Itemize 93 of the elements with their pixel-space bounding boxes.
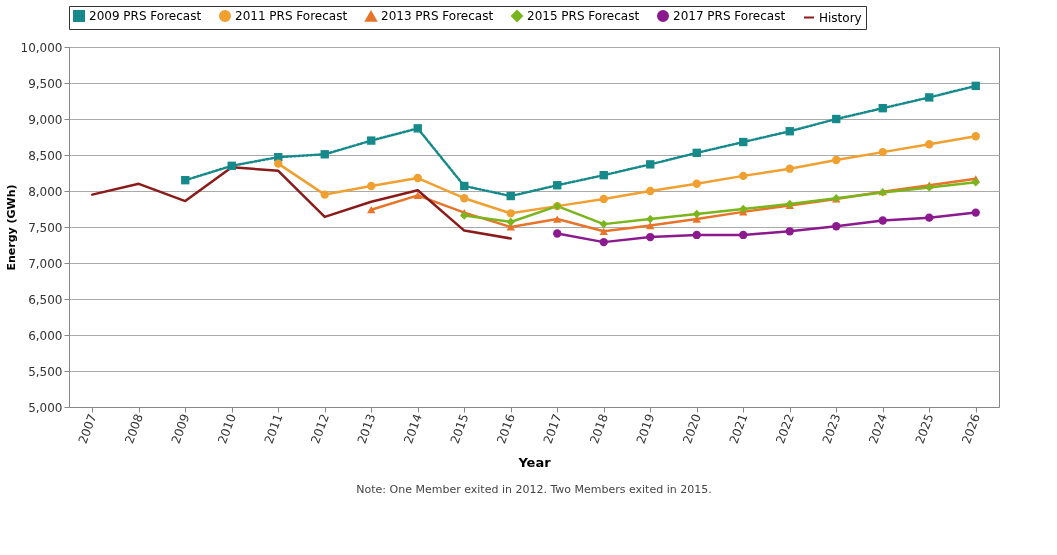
point	[460, 181, 469, 191]
point	[971, 81, 980, 91]
point	[506, 217, 515, 227]
y-axis-title: Energy (GWh)	[4, 184, 18, 271]
point	[692, 148, 701, 158]
point	[413, 173, 422, 183]
y-tick-label: 8,500	[28, 148, 63, 163]
point	[413, 191, 422, 199]
point	[739, 137, 748, 147]
point	[599, 170, 608, 180]
x-tick-label: 2021	[726, 412, 751, 446]
y-tick-label: 7,000	[28, 256, 63, 271]
y-tick-label: 7,500	[28, 220, 63, 235]
point	[460, 194, 469, 203]
point	[971, 208, 980, 217]
x-tick-label: 2022	[773, 412, 797, 446]
x-tick-label: 2026	[959, 412, 983, 446]
x-tick-label: 2020	[680, 412, 704, 446]
point	[832, 114, 841, 124]
point	[925, 213, 934, 222]
x-tick-label: 2010	[215, 412, 239, 446]
point	[320, 150, 329, 159]
y-tick-label: 5,000	[28, 400, 63, 415]
x-tick-label: 2015	[447, 412, 472, 446]
x-tick-label: 2017	[540, 412, 565, 446]
point	[785, 127, 794, 136]
point	[692, 209, 701, 219]
x-tick-label: 2011	[261, 412, 286, 446]
point	[925, 140, 934, 149]
y-tick-label: 10,000	[20, 40, 63, 55]
point	[925, 93, 934, 102]
legend-label: 2009 PRS Forecast	[89, 9, 202, 23]
x-tick-label: 2024	[866, 412, 890, 446]
x-tick-label: 2008	[122, 412, 146, 446]
y-tick-label: 9,000	[28, 112, 63, 127]
point	[971, 178, 980, 187]
point	[832, 222, 841, 231]
x-tick-label: 2023	[819, 412, 844, 446]
y-tick-label: 8,000	[28, 184, 63, 199]
point	[320, 190, 329, 199]
point	[506, 191, 515, 201]
point	[971, 132, 980, 141]
legend-label: 2013 PRS Forecast	[381, 9, 494, 24]
legend-label: 2017 PRS Forecast	[673, 9, 786, 23]
x-tick-label: 2014	[401, 412, 425, 446]
point	[739, 171, 748, 181]
point	[692, 230, 701, 240]
point	[785, 164, 794, 173]
x-tick-label: 2013	[354, 412, 379, 446]
point	[739, 204, 748, 214]
legend-label: 2015 PRS Forecast	[527, 9, 640, 23]
point	[367, 136, 376, 145]
x-axis-title: Year	[517, 455, 552, 471]
legend-label: History	[819, 10, 862, 25]
point	[599, 237, 608, 247]
point	[692, 179, 701, 188]
point	[506, 209, 515, 218]
point	[599, 227, 608, 235]
point	[274, 159, 283, 168]
x-tick-label: 2016	[494, 412, 518, 446]
point	[878, 147, 887, 157]
point	[646, 221, 655, 230]
point	[646, 186, 655, 196]
point	[227, 161, 236, 170]
y-tick-label: 6,000	[28, 328, 63, 343]
y-tick-label: 5,500	[28, 364, 63, 379]
text: Note: One Member exited in 2012. Two Members exited in 2015.	[356, 482, 712, 496]
x-tick-label: 2019	[633, 412, 658, 446]
legend-label: 2011 PRS Forecast	[235, 9, 348, 23]
point	[553, 215, 562, 223]
y-tick-label: 9,500	[28, 76, 63, 91]
point	[646, 160, 655, 169]
point	[553, 229, 562, 238]
point	[367, 206, 376, 214]
x-tick-label: 2012	[308, 412, 332, 446]
point	[739, 230, 748, 240]
point	[599, 219, 608, 229]
point	[413, 124, 422, 133]
point	[646, 214, 655, 224]
x-tick-label: 2009	[168, 412, 193, 446]
y-tick-label: 6,500	[28, 292, 63, 307]
point	[878, 216, 887, 225]
point	[553, 181, 562, 190]
x-tick-label: 2018	[587, 412, 611, 446]
point	[367, 181, 376, 191]
point	[181, 176, 190, 185]
point	[646, 232, 655, 242]
point	[832, 155, 841, 165]
x-tick-label: 2007	[75, 412, 100, 446]
point	[599, 194, 608, 204]
point	[878, 104, 887, 113]
x-tick-label: 2025	[912, 412, 937, 446]
point	[785, 227, 794, 236]
